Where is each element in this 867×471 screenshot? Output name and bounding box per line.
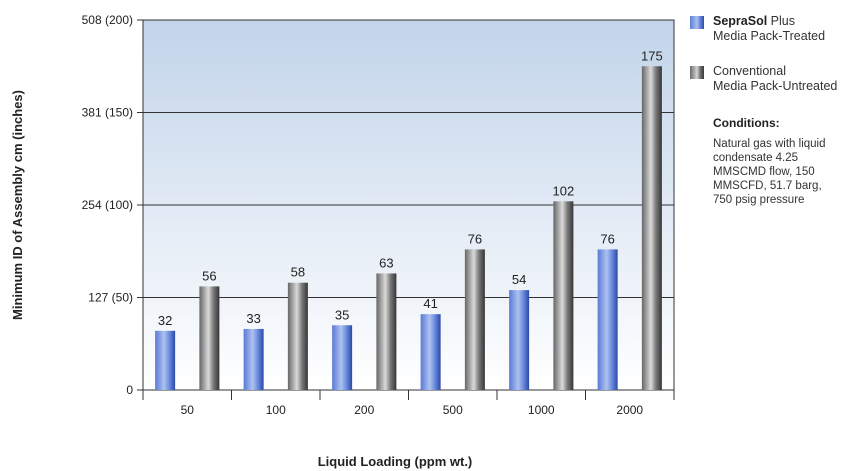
data-label: 35 (335, 307, 349, 322)
data-label: 76 (468, 231, 482, 246)
x-tick-label: 50 (181, 403, 195, 417)
y-tick-label: 127 (50) (88, 291, 133, 305)
legend-untreated-line2: Media Pack-Untreated (713, 79, 838, 93)
data-label: 54 (512, 272, 526, 287)
data-label: 33 (246, 311, 260, 326)
bar-untreated (287, 282, 308, 390)
legend-swatch-gray-icon (690, 66, 704, 79)
legend-untreated-line1: Conventional (713, 64, 786, 78)
bar-untreated (464, 249, 485, 390)
bar-untreated (641, 66, 662, 390)
y-tick-label: 0 (126, 383, 133, 397)
legend-item-treated: SepraSol Plus Media Pack-Treated (690, 14, 866, 44)
x-axis: 50 100 200 500 1000 2000 (142, 390, 675, 417)
data-label: 76 (600, 231, 614, 246)
data-label: 175 (641, 48, 663, 63)
legend-treated-suffix: Plus (767, 14, 795, 28)
data-label: 56 (202, 268, 216, 283)
bar-treated (243, 328, 264, 390)
bars (155, 66, 662, 390)
y-tick-label: 254 (100) (82, 198, 133, 212)
y-tick-label: 508 (200) (82, 13, 133, 27)
data-label: 63 (379, 255, 393, 270)
bar-untreated (553, 201, 574, 390)
bar-treated (155, 330, 176, 390)
x-tick-label: 500 (443, 403, 463, 417)
data-label: 102 (553, 183, 575, 198)
y-axis-title: Minimum ID of Assembly cm (inches) (10, 90, 25, 320)
conditions-block: Conditions: Natural gas with liquid cond… (690, 116, 866, 207)
y-tick-label: 381 (150) (82, 106, 133, 120)
x-tick-label: 200 (354, 403, 374, 417)
data-labels: 32 56 33 58 35 63 41 76 54 102 76 175 (158, 48, 663, 328)
bar-untreated (199, 286, 220, 390)
bar-treated (509, 290, 530, 390)
conditions-title: Conditions: (713, 116, 780, 130)
data-label: 58 (291, 265, 305, 280)
x-tick-label: 2000 (616, 403, 643, 417)
bar-treated (420, 314, 441, 390)
legend-treated-line1: SepraSol Plus (713, 14, 866, 29)
bar-untreated (376, 273, 397, 390)
bar-treated (332, 325, 353, 390)
data-label: 32 (158, 313, 172, 328)
legend-swatch-blue-icon (690, 16, 704, 29)
legend-item-untreated: Conventional Media Pack-Untreated (690, 64, 866, 94)
legend-treated-line2: Media Pack-Treated (713, 29, 826, 43)
x-tick-label: 1000 (528, 403, 555, 417)
x-axis-title: Liquid Loading (ppm wt.) (318, 454, 473, 469)
gridlines (143, 112, 674, 298)
legend-brand-name: SepraSol (713, 14, 768, 28)
legend: SepraSol Plus Media Pack-Treated Convent… (690, 14, 866, 207)
data-label: 41 (423, 296, 437, 311)
conditions-text: Natural gas with liquid condensate 4.25 … (713, 138, 826, 206)
bar-treated (597, 249, 618, 390)
x-tick-label: 100 (266, 403, 286, 417)
y-axis: 0 127 (50) 254 (100) 381 (150) 508 (200) (82, 13, 143, 397)
